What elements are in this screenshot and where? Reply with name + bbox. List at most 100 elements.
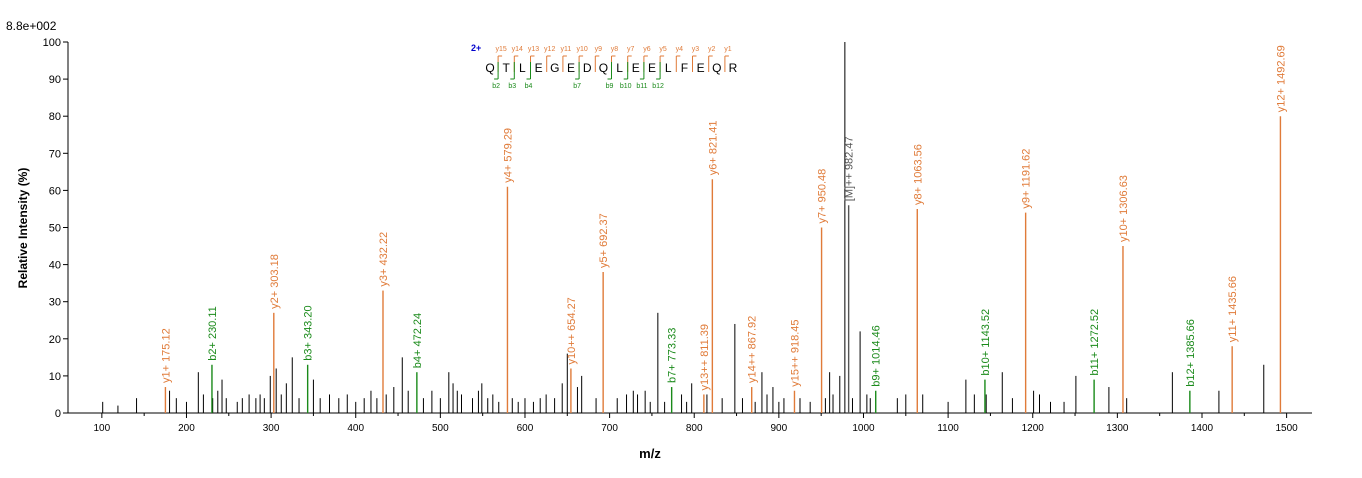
b-ion-cleavage-mark [510, 62, 515, 80]
y-ion-marker-label: y3 [692, 46, 700, 53]
peak-label: y11+ 1435.66 [1227, 276, 1239, 342]
peak-label: b7+ 773.33 [667, 328, 679, 383]
y-tick-label: 10 [49, 371, 61, 383]
sequence-residue: E [697, 61, 705, 75]
peak-label: y9+ 1191.62 [1021, 149, 1033, 209]
peak-label: y13++ 811.39 [699, 324, 711, 390]
x-tick-label: 1200 [1022, 423, 1045, 434]
peaks [102, 42, 1282, 413]
y-ion-cleavage-mark [692, 55, 697, 72]
x-tick-label: 200 [178, 423, 195, 434]
y-tick-label: 80 [49, 111, 61, 123]
b-ion-marker-label: b7 [573, 83, 581, 90]
y-ion-marker-label: y5 [659, 46, 667, 53]
max-intensity-label: 8.8e+002 [6, 19, 57, 33]
y-ion-cleavage-mark [497, 55, 503, 72]
y-ion-cleavage-mark [708, 55, 713, 72]
y-ion-marker-label: y11 [561, 46, 572, 53]
y-ion-cleavage-mark [562, 55, 567, 72]
y-tick-label: 70 [49, 148, 61, 160]
peak-label: y4+ 579.29 [502, 128, 514, 183]
sequence-residue: Q [712, 61, 721, 75]
y-ion-marker-label: y2 [708, 46, 716, 53]
peak-label: y3+ 432.22 [378, 232, 390, 287]
y-ion-marker-label: y15 [495, 46, 506, 53]
y-ion-marker-label: y6 [643, 46, 651, 53]
peak-label: b12+ 1385.66 [1185, 319, 1197, 387]
y-ion-marker-label: y14 [512, 46, 523, 53]
y-ion-marker-label: y7 [627, 46, 635, 53]
x-tick-label: 600 [517, 423, 534, 434]
sequence-residue: R [729, 61, 738, 75]
x-tick-label: 100 [94, 423, 111, 434]
peak-label: b10+ 1143.52 [980, 309, 992, 376]
x-tick-label: 1500 [1275, 423, 1298, 434]
y-ion-cleavage-mark [659, 55, 665, 72]
peak-label: b11+ 1272.52 [1089, 309, 1101, 376]
y-ion-marker-label: y8 [611, 46, 619, 53]
y-ion-cleavage-mark [724, 55, 729, 72]
y-tick-label: 30 [49, 297, 61, 309]
x-tick-label: 800 [686, 423, 703, 434]
b-ion-cleavage-mark [656, 62, 661, 80]
peak-label: y2+ 303.18 [269, 254, 281, 309]
b-ion-marker-label: b10 [620, 83, 632, 90]
axes: 0 10 20 30 40 50 60 70 80 90 100 100 200 300 400 500 600… [43, 37, 1312, 434]
sequence-residue: T [503, 61, 511, 75]
sequence-residue: L [616, 61, 623, 75]
b-ion-marker-label: b12 [652, 83, 664, 90]
y-tick-label: 20 [49, 334, 61, 346]
x-tick-label: 500 [432, 423, 449, 434]
sequence-residue: Q [485, 61, 494, 75]
y-ion-cleavage-mark [546, 55, 551, 72]
x-tick-label: 400 [347, 423, 364, 434]
b-ion-cleavage-mark [526, 62, 531, 80]
b-ion-marker-label: b4 [525, 83, 533, 90]
peak-label: y6+ 821.41 [707, 121, 719, 176]
sequence-residue: L [665, 61, 672, 75]
b-ion-cleavage-mark [639, 62, 645, 80]
x-axis-title: m/z [639, 446, 661, 461]
y-tick-label: 50 [49, 223, 61, 235]
sequence-residue: E [535, 61, 543, 75]
peak-labels: y1+ 175.12 b2+ 230.11 y2+ 303.18 b3+ 343.20… [160, 45, 1287, 390]
charge-state-label: 2+ [471, 43, 481, 53]
peak-label: y15++ 918.45 [789, 319, 801, 386]
b-ion-marker-label: b2 [492, 83, 500, 90]
peak-label: b3+ 343.20 [303, 305, 315, 360]
y-axis-title: Relative Intensity (%) [16, 168, 30, 289]
y-ion-marker-label: y12 [544, 46, 555, 53]
sequence-residue: E [632, 61, 640, 75]
b-ion-cleavage-mark [494, 62, 499, 80]
peak-label: y14++ 867.92 [747, 316, 759, 383]
peak-label: [M]++ 982.47 [844, 136, 856, 201]
x-tick-label: 1400 [1191, 423, 1214, 434]
peak-label: b9+ 1014.46 [871, 325, 883, 386]
b-ion-marker-label: b11 [636, 83, 647, 90]
peak-label: y1+ 175.12 [160, 328, 172, 383]
y-tick-label: 60 [49, 185, 61, 197]
sequence-residue: F [681, 61, 688, 75]
y-tick-label: 100 [43, 37, 61, 49]
x-tick-label: 300 [263, 423, 280, 434]
y-ion-cleavage-mark [513, 55, 519, 72]
y-ion-marker-label: y1 [724, 46, 732, 53]
x-tick-label: 700 [601, 423, 618, 434]
peak-label: y12+ 1492.69 [1275, 45, 1287, 112]
b-ion-cleavage-mark [607, 62, 612, 80]
sequence-residue: E [567, 61, 575, 75]
peak-label: y8+ 1063.56 [912, 144, 924, 205]
b-ion-cleavage-mark [623, 62, 629, 80]
sequence-residue: Q [599, 61, 608, 75]
b-ion-marker-label: b3 [508, 83, 516, 90]
y-ion-cleavage-mark [675, 55, 681, 72]
b-ion-marker-label: b9 [606, 83, 614, 90]
y-ion-marker-label: y4 [676, 46, 684, 53]
y-tick-label: 0 [55, 408, 61, 420]
sequence-residue: L [519, 61, 526, 75]
y-ion-marker-label: y13 [528, 46, 539, 53]
y-ion-marker-label: y9 [595, 46, 603, 53]
